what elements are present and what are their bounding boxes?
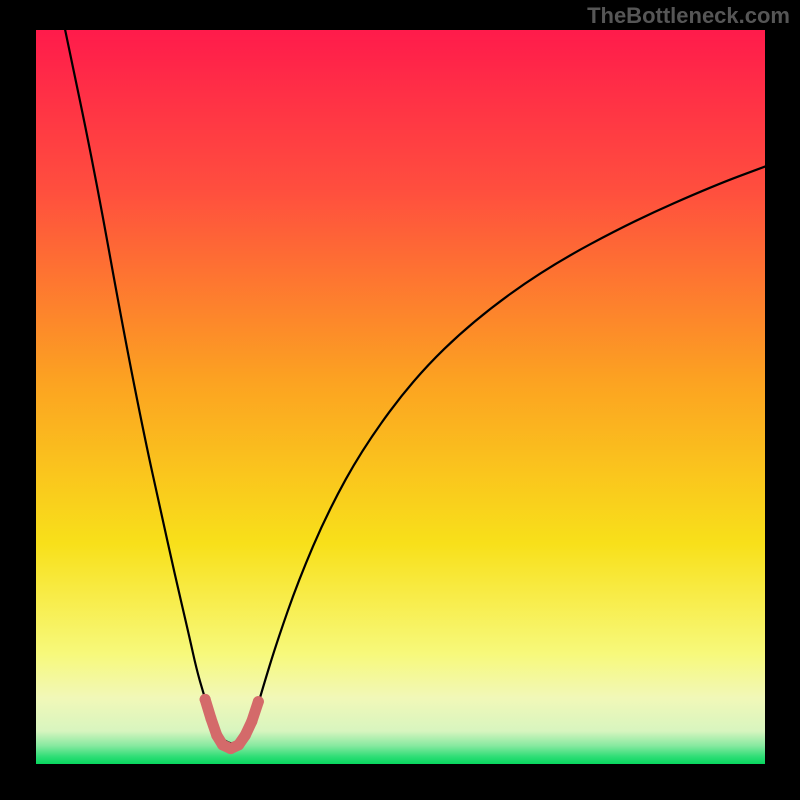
chart-container: TheBottleneck.com bbox=[0, 0, 800, 800]
plot-area bbox=[36, 30, 765, 764]
gradient-background bbox=[36, 30, 765, 764]
watermark-text: TheBottleneck.com bbox=[587, 3, 790, 29]
